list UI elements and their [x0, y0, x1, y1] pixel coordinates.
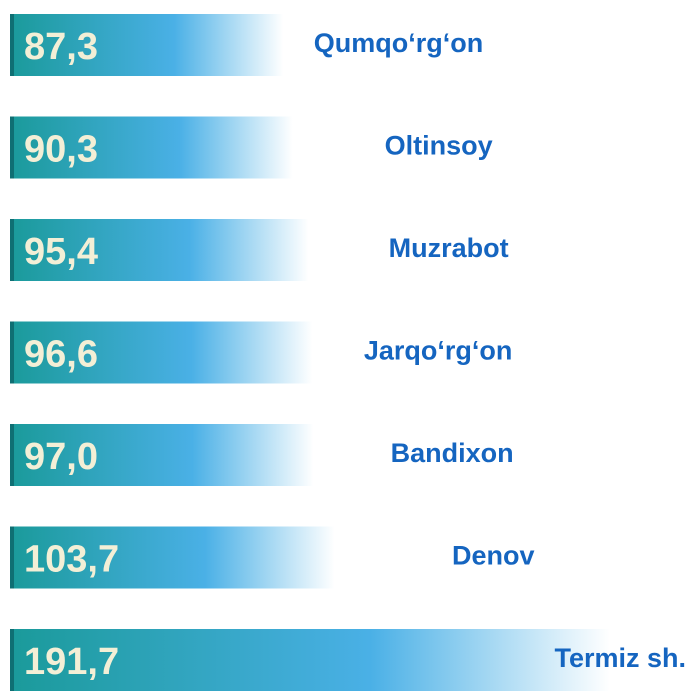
bar — [10, 629, 610, 691]
bar-edge — [10, 629, 14, 691]
bar — [10, 219, 309, 281]
category-label: Denov — [452, 541, 535, 571]
bar — [10, 526, 335, 589]
value-label: 103,7 — [24, 539, 119, 581]
bar-edge — [10, 424, 14, 486]
bar — [10, 424, 314, 486]
category-label: Termiz sh. — [554, 643, 686, 673]
bar — [10, 321, 313, 384]
category-label: Jarqo‘rg‘on — [364, 336, 513, 366]
bar-edge — [10, 14, 14, 76]
value-label: 97,0 — [24, 436, 98, 478]
value-label: 96,6 — [24, 334, 98, 376]
bar-edge — [10, 321, 14, 384]
bar — [10, 116, 293, 179]
category-label: Muzrabot — [389, 233, 509, 263]
bar-edge — [10, 219, 14, 281]
value-label: 95,4 — [24, 231, 98, 273]
value-label: 90,3 — [24, 129, 98, 171]
bar-edge — [10, 116, 14, 179]
bar — [10, 14, 284, 76]
category-label: Oltinsoy — [385, 131, 493, 161]
value-label: 87,3 — [24, 26, 98, 68]
bar-edge — [10, 526, 14, 589]
category-label: Qumqo‘rg‘on — [314, 28, 483, 58]
category-label: Bandixon — [391, 438, 514, 468]
value-label: 191,7 — [24, 641, 119, 683]
